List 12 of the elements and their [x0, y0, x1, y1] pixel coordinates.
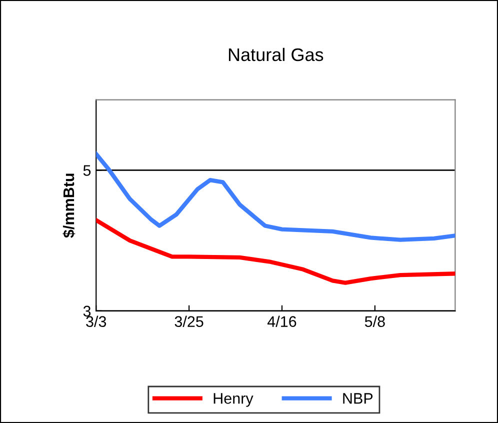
y-tick-label: 5: [83, 165, 91, 176]
x-tick-label: 3/3: [86, 316, 106, 327]
x-tick-label: 4/16: [267, 316, 296, 327]
line-series: [96, 218, 456, 285]
line-series: [96, 152, 456, 242]
chart-title: Natural Gas: [228, 48, 324, 62]
x-tick-label: 3/25: [174, 316, 204, 327]
legend-label: Henry: [214, 393, 254, 407]
y-axis-title: $/mmBtu: [62, 174, 76, 238]
y-tick-label: 3: [83, 306, 91, 317]
x-tick-label: 5/8: [364, 316, 385, 327]
legend-label: NBP: [343, 393, 373, 404]
